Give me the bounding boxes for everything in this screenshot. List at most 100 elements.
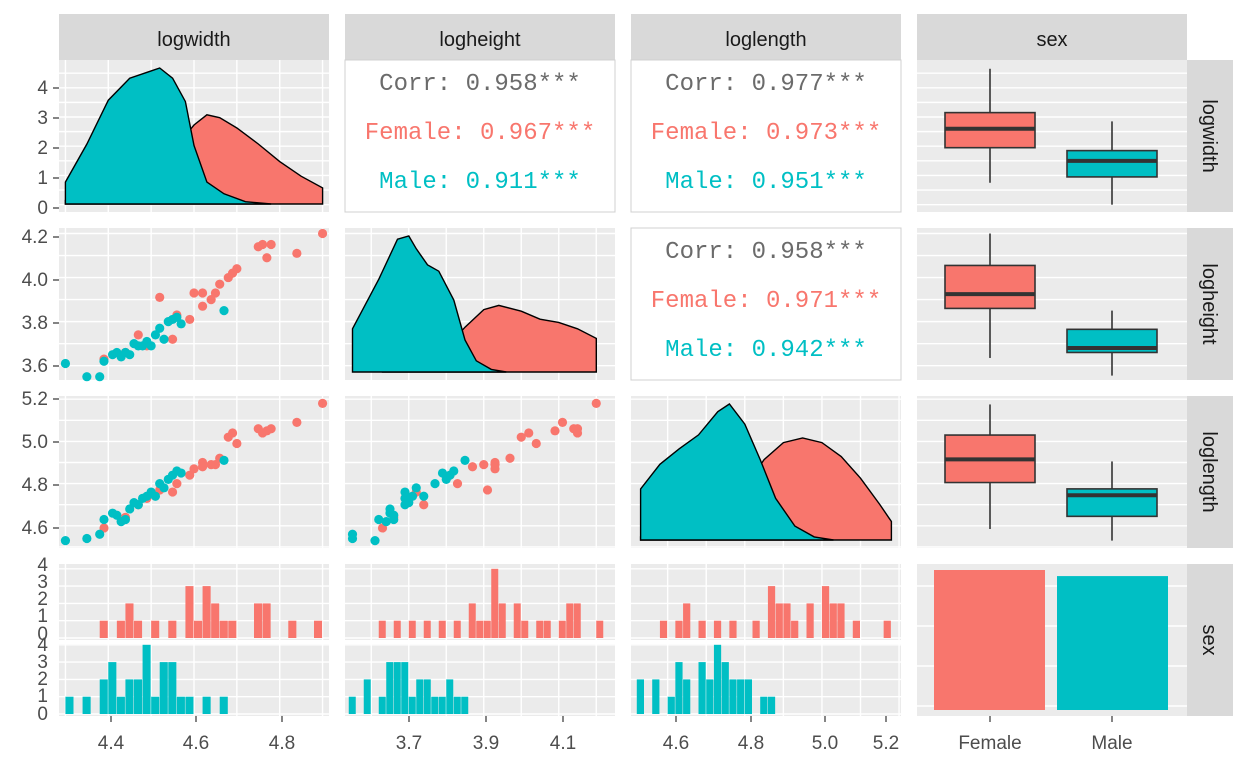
count-bar-female (934, 570, 1045, 710)
y-tick-label: 4 (37, 635, 48, 656)
scatter-point-female (206, 294, 216, 305)
histogram-bar-male (363, 679, 371, 714)
histogram-bar-female (99, 620, 108, 638)
histogram-bar-male (65, 696, 74, 714)
scatter-point-male (460, 455, 470, 465)
scatter-point-male (155, 323, 165, 333)
histogram-bar-female (513, 603, 521, 638)
scatter-point-female (467, 462, 478, 472)
histogram-bar-female (767, 586, 776, 638)
scatter-point-male (449, 466, 459, 476)
y-tick-label: 3.8 (22, 313, 48, 334)
histogram-bar-male (767, 696, 776, 714)
histogram-bar-female (408, 620, 416, 638)
scatter-point-female (452, 479, 463, 489)
scatter-point-female (292, 417, 302, 427)
histogram-bar-male (378, 696, 386, 714)
scatter-point-male (176, 468, 186, 478)
histogram-bar-female (151, 620, 160, 638)
histogram-bar-female (806, 603, 814, 638)
scatter-point-male (82, 372, 92, 382)
histogram-bar-female (783, 603, 791, 638)
histogram-bar-female (675, 620, 683, 638)
boxplot-box-male (1066, 149, 1158, 178)
histogram-panel-logheight-male (345, 644, 615, 716)
scatter-point-male (411, 483, 421, 493)
histogram-bar-female (211, 603, 220, 638)
density-curve-male (64, 67, 272, 205)
scatter-point-female (257, 239, 268, 250)
scatter-point-male (400, 500, 410, 510)
histogram-bar-female (698, 620, 706, 638)
histogram-bar-male (393, 662, 401, 714)
scatter-point-female (227, 428, 238, 438)
y-tick-label: 1 (37, 168, 48, 189)
histogram-bar-female (116, 620, 125, 638)
histogram-bar-female (837, 603, 845, 638)
column-strip-sex: sex (917, 14, 1187, 60)
column-strip-label: logheight (439, 29, 521, 51)
histogram-bar-female (168, 620, 177, 638)
histogram-bar-female (852, 620, 860, 638)
scatter-point-male (381, 517, 391, 527)
y-tick-label: 0 (37, 704, 48, 725)
y-axis-sex-male: 0 1 2 3 4 (37, 635, 48, 725)
scatter-point-female (419, 500, 429, 510)
scatter-point-male (219, 306, 229, 316)
y-tick-label: 2 (37, 589, 48, 610)
histogram-bar-female (378, 620, 386, 638)
scatter-point-male (370, 536, 380, 546)
histogram-bar-male (698, 662, 706, 714)
scatter-point-male (60, 358, 71, 369)
histogram-bar-male (453, 696, 461, 714)
histogram-bar-male (683, 679, 691, 714)
histogram-bar-female (423, 620, 431, 638)
scatter-point-female (167, 334, 178, 344)
scatter-point-male (95, 372, 105, 382)
x-tick-label: 4.8 (738, 733, 764, 754)
row-strip-label: logheight (1198, 263, 1220, 345)
histogram-bar-male (116, 696, 125, 714)
histogram-bar-female (262, 603, 271, 638)
row-strip-sex: sex (1187, 564, 1233, 716)
density-curve-male (351, 235, 507, 373)
x-axis-sex: Female Male (958, 733, 1132, 754)
histogram-panel-logwidth-female (59, 564, 329, 640)
scatter-point-female (292, 248, 302, 258)
scatter-point-female (189, 464, 199, 474)
histogram-bar-female (125, 603, 134, 638)
histogram-bar-male (706, 679, 714, 714)
scatter-point-male (125, 350, 135, 360)
scatter-point-female (262, 253, 272, 263)
scatter-point-female (317, 228, 328, 239)
scatter-point-male (347, 529, 358, 539)
histogram-bar-male (185, 696, 194, 714)
corr-overall: Corr: 0.977*** (665, 71, 867, 98)
y-axis-sex-female: 0 1 2 3 4 (37, 555, 48, 645)
scatter-point-male (159, 483, 169, 493)
axis-ticks (53, 87, 1113, 722)
column-strip-logwidth: logwidth (59, 14, 329, 60)
row-strip-logheight: logheight (1187, 228, 1233, 380)
histogram-bar-male (142, 644, 151, 714)
scatter-point-female (557, 417, 568, 427)
scatter-point-male (430, 479, 440, 489)
scatter-panel-loglength-logwidth (59, 396, 329, 548)
scatter-point-male (374, 514, 384, 525)
row-strip-label: logwidth (1198, 99, 1220, 172)
histogram-bar-male (168, 662, 177, 714)
histogram-bar-female (752, 620, 760, 638)
histogram-bar-female (573, 603, 581, 638)
histogram-bar-male (134, 679, 143, 714)
histogram-bar-male (737, 679, 745, 714)
corr-panel-logheight-loglength: Corr: 0.958*** Female: 0.971*** Male: 0.… (630, 227, 902, 381)
corr-overall: Corr: 0.958*** (665, 239, 867, 266)
count-bar-male (1057, 576, 1168, 710)
corr-overall: Corr: 0.958*** (379, 71, 581, 98)
histogram-bar-female (202, 586, 211, 638)
scatter-panel-loglength-logheight (345, 396, 615, 548)
histogram-bar-female (883, 620, 891, 638)
histogram-bar-male (431, 696, 439, 714)
row-strip-loglength: loglength (1187, 396, 1233, 548)
y-tick-label: 3.6 (22, 356, 48, 377)
